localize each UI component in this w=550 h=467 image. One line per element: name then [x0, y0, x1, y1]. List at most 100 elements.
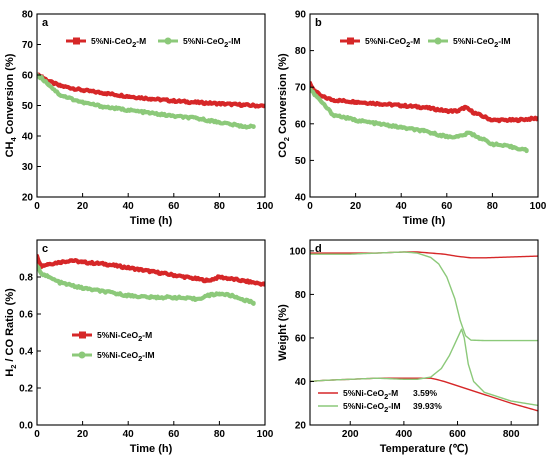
data-point [251, 124, 256, 129]
data-point [46, 274, 51, 280]
y-tick-label: 50 [22, 101, 34, 112]
y-tick-label: 60 [295, 333, 307, 344]
x-tick-label: 600 [449, 429, 466, 440]
data-point [490, 118, 495, 123]
plot-frame [36, 239, 266, 426]
data-point [103, 289, 108, 294]
data-point [205, 293, 211, 298]
y-tick-label: 20 [295, 421, 307, 432]
chart-panel-d: 200 400 600 800 20 40 60 80 100 Temperature (℃) We… [277, 239, 539, 455]
x-tick-label: 100 [530, 201, 547, 212]
data-point [263, 282, 265, 287]
data-point [206, 278, 210, 283]
legend-value: 39.93% [413, 401, 442, 411]
data-point [39, 271, 44, 276]
series-5-ni-ceo2-m [37, 72, 265, 109]
x-tick-label: 80 [487, 201, 499, 212]
series-5-ni-ceo2-m [310, 251, 538, 259]
data-point [126, 107, 131, 113]
series-line [37, 72, 265, 109]
data-point [149, 96, 153, 101]
data-point [217, 120, 222, 125]
y-tick-label: 80 [295, 46, 307, 57]
data-point [46, 79, 51, 84]
x-tick-label: 80 [214, 201, 226, 212]
x-tick-label: 60 [441, 201, 453, 212]
data-point [251, 300, 256, 305]
data-point [228, 293, 233, 298]
y-tick-label: 0.0 [19, 421, 33, 432]
x-tick-label: 20 [77, 201, 89, 212]
chart-panel-c: 0 20 40 60 80 100 0.0 0.2 0.4 0.6 0.8 Time (h) H2 / … [4, 239, 274, 455]
x-axis-label: Temperature (℃) [380, 443, 469, 455]
y-tick-label: 60 [295, 119, 307, 130]
x-tick-label: 100 [257, 429, 274, 440]
data-point [103, 104, 108, 110]
legend-entry: 5%Ni-CeO2-IM [158, 36, 241, 49]
legend-entry: 5%Ni-CeO2-M [340, 36, 420, 49]
legend-label: 5%Ni-CeO2-M [365, 36, 420, 49]
x-tick-label: 0 [34, 429, 40, 440]
data-point [194, 116, 199, 121]
data-point [422, 105, 426, 110]
y-tick-label: 20 [22, 193, 34, 204]
x-axis-label: Time (h) [403, 215, 446, 227]
data-point [194, 100, 199, 105]
y-tick-label: 0.6 [19, 310, 33, 321]
legend-entry: 5%Ni-CeO2-IM [428, 36, 511, 49]
data-point [472, 110, 477, 115]
data-point [69, 258, 74, 263]
x-tick-label: 40 [396, 201, 408, 212]
data-point [399, 103, 404, 108]
data-point [467, 130, 472, 136]
y-tick-label: 40 [295, 193, 307, 204]
x-tick-label: 40 [123, 429, 135, 440]
data-point [217, 101, 222, 106]
y-tick-label: 70 [295, 83, 307, 94]
y-tick-label: 70 [22, 40, 34, 51]
legend-label: 5%Ni-CeO2-M [97, 330, 152, 343]
x-tick-label: 0 [307, 201, 313, 212]
plot-frame [309, 13, 539, 198]
data-point [490, 141, 495, 147]
y-tick-label: 40 [295, 377, 307, 388]
data-point [126, 293, 131, 298]
y-tick-label: 100 [289, 246, 306, 257]
chart-panel-b: 0 20 40 60 80 100 40 50 60 70 80 90 Time (h) CO2 Conv… [277, 10, 547, 228]
series-5-ni-ceo2-im-dtg [310, 328, 538, 407]
data-point [240, 102, 245, 107]
series-5-ni-ceo2-im [37, 72, 256, 130]
data-point [126, 94, 131, 99]
series-5-ni-ceo2-m [37, 253, 265, 287]
data-point [217, 291, 222, 296]
data-point [478, 136, 484, 141]
data-point [80, 88, 85, 93]
data-point [39, 75, 44, 81]
x-tick-label: 20 [350, 201, 362, 212]
data-point [353, 99, 358, 104]
data-point [240, 124, 245, 129]
x-tick-label: 60 [168, 429, 180, 440]
series-5-ni-ceo2-im [310, 251, 538, 342]
data-point [57, 92, 62, 97]
legend-entry: 5%Ni-CeO2-IM [72, 350, 155, 363]
data-point [103, 262, 108, 267]
y-tick-label: 90 [295, 10, 307, 21]
y-tick-label: 0.2 [19, 384, 33, 395]
legend-entry: 5%Ni-CeO2-M [72, 330, 152, 343]
x-tick-label: 20 [77, 429, 89, 440]
y-tick-label: 80 [22, 10, 34, 21]
data-point [126, 265, 131, 270]
panel-label: b [315, 17, 322, 29]
data-point [171, 273, 176, 278]
data-point [57, 280, 62, 285]
legend-label: 5%Ni-CeO2-M [91, 36, 146, 49]
data-point [149, 269, 153, 274]
data-point [513, 118, 518, 123]
data-point [240, 278, 245, 283]
legend-label: 5%Ni-CeO2-IM [183, 36, 241, 49]
y-tick-label: 0.8 [19, 273, 33, 284]
data-point [330, 112, 335, 117]
data-point [46, 262, 51, 267]
